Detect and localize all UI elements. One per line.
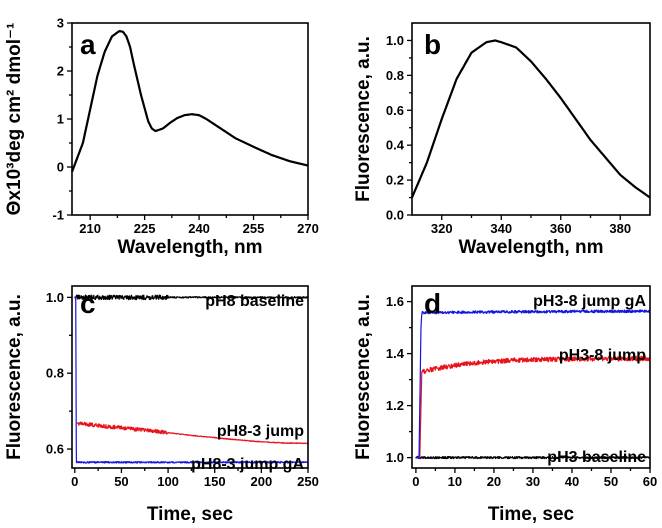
panel-d-xtick-label: 0: [412, 474, 419, 489]
panel-c-series: [74, 294, 309, 464]
panel-d-series-2: [415, 309, 651, 459]
panel-b-xtick-label: 320: [431, 221, 453, 236]
panel-a-cd-spectrum: 210 225 240 255 270 -1 0 1 2 3 a Wavelength, nm Θ…: [4, 16, 319, 259]
panel-c-ytick-label: 0.6: [46, 442, 64, 457]
panel-d-xlabel: Time, sec: [488, 504, 575, 525]
panel-c-xtick-label: 50: [114, 474, 128, 489]
panel-a-ytick-label: 3: [57, 16, 64, 31]
panel-d-xtick-label: 50: [604, 474, 618, 489]
panel-c-xtick-label: 250: [297, 474, 319, 489]
panel-c-letter: c: [80, 288, 96, 319]
panel-d-xtick-label: 30: [526, 474, 540, 489]
panel-b-frame: [411, 22, 651, 216]
panel-b-series: [410, 39, 651, 199]
panel-a-ytick-label: 2: [57, 64, 64, 79]
panel-d-xtick-label: 10: [448, 474, 462, 489]
panel-d-ytick-label: 1.2: [386, 398, 404, 413]
panel-b-ytick-label: 0.8: [386, 68, 404, 83]
panel-a-xtick-label: 270: [297, 221, 319, 236]
panel-c-xtick-label: 100: [157, 474, 179, 489]
panel-d-ylabel: Fluorescence, a.u.: [353, 294, 374, 460]
panel-c-xlabel: Time, sec: [147, 504, 234, 525]
panel-b-xlabel: Wavelength, nm: [459, 237, 604, 258]
panel-d-ticks: 0 10 20 30 40 50 60 1.0 1.2 1.4 1.6: [386, 294, 657, 489]
panel-a-series: [70, 30, 309, 173]
panel-c-xtick-label: 200: [251, 474, 273, 489]
panel-b-ytick-label: 0.0: [386, 208, 404, 223]
panel-d-frame: [411, 285, 651, 469]
panel-d-ph-jump-kinetics: 0 10 20 30 40 50 60 1.0 1.2 1.4 1.6 d pH3-8 jump g…: [353, 285, 657, 525]
panel-d-annotation-jump-ga: pH3-8 jump gA: [533, 293, 646, 310]
panel-a-frame: [71, 22, 309, 216]
panel-b-xtick-label: 380: [609, 221, 631, 236]
panel-d-annotation-baseline: pH3 baseline: [547, 449, 646, 466]
panel-c-series-2: [74, 296, 309, 464]
panel-c-ticks: 0 50 100 150 200 250 0.6 0.8 1.0: [46, 290, 319, 489]
panel-d-xtick-label: 60: [643, 474, 657, 489]
panel-b-ytick-label: 1.0: [386, 33, 404, 48]
panel-d-ytick-label: 1.6: [386, 294, 404, 309]
panel-c-annotation-baseline: pH8 baseline: [205, 293, 304, 310]
panel-b-ytick-label: 0.4: [386, 138, 405, 153]
panel-c-series-1: [77, 421, 309, 445]
panel-a-xtick-label: 255: [243, 221, 265, 236]
panel-d-letter: d: [424, 288, 441, 319]
panel-d-xtick-label: 20: [487, 474, 501, 489]
panel-b-ytick-label: 0.2: [386, 173, 404, 188]
panel-d-series: [415, 309, 651, 460]
panel-a-ytick-label: 1: [57, 112, 64, 127]
panel-c-ylabel: Fluorescence, a.u.: [4, 294, 25, 460]
panel-a-ytick-label: 0: [57, 160, 64, 175]
panel-a-ticks: 210 225 240 255 270 -1 0 1 2 3: [52, 16, 318, 237]
panel-c-xtick-label: 150: [204, 474, 226, 489]
panel-a-xlabel: Wavelength, nm: [118, 237, 263, 258]
panel-b-series-0: [410, 39, 651, 199]
panel-b-ticks: 320 340 360 380 0.0 0.2 0.4 0.6 0.8 1.0: [386, 33, 631, 236]
panel-b-xtick-label: 360: [550, 221, 572, 236]
panel-a-series-0: [70, 30, 309, 173]
panel-d-ytick-label: 1.0: [386, 450, 404, 465]
panel-a-xtick-label: 210: [79, 221, 101, 236]
panel-b-ytick-label: 0.6: [386, 103, 404, 118]
panel-c-frame: [71, 285, 309, 469]
panel-d-series-0: [415, 455, 651, 460]
panel-a-letter: a: [80, 29, 96, 60]
panel-a-xtick-label: 240: [188, 221, 210, 236]
panel-c-series-0: [74, 294, 309, 301]
panel-c-annotation-jump-ga: pH8-3 jump gA: [191, 456, 304, 473]
panel-a-xtick-label: 225: [134, 221, 156, 236]
panel-d-annotation-jump: pH3-8 jump: [559, 347, 646, 364]
panel-c-annotation-jump: pH8-3 jump: [217, 423, 304, 440]
panel-d-series-1: [419, 355, 651, 459]
panel-c-ytick-label: 0.8: [46, 366, 64, 381]
panel-b-ylabel: Fluorescence, a.u.: [353, 36, 374, 202]
panel-b-xtick-label: 340: [490, 221, 512, 236]
panel-d-ytick-label: 1.4: [386, 346, 405, 361]
panel-d-xtick-label: 40: [565, 474, 579, 489]
panel-b-letter: b: [424, 29, 441, 60]
panel-a-ytick-label: -1: [52, 208, 64, 223]
panel-b-fluorescence-spectrum: 320 340 360 380 0.0 0.2 0.4 0.6 0.8 1.0 b Wavelen…: [353, 22, 651, 258]
panel-c-ytick-label: 1.0: [46, 290, 64, 305]
panel-c-xtick-label: 0: [71, 474, 78, 489]
panel-a-ylabel: Θx10³deg cm² dmol⁻¹: [4, 23, 25, 216]
